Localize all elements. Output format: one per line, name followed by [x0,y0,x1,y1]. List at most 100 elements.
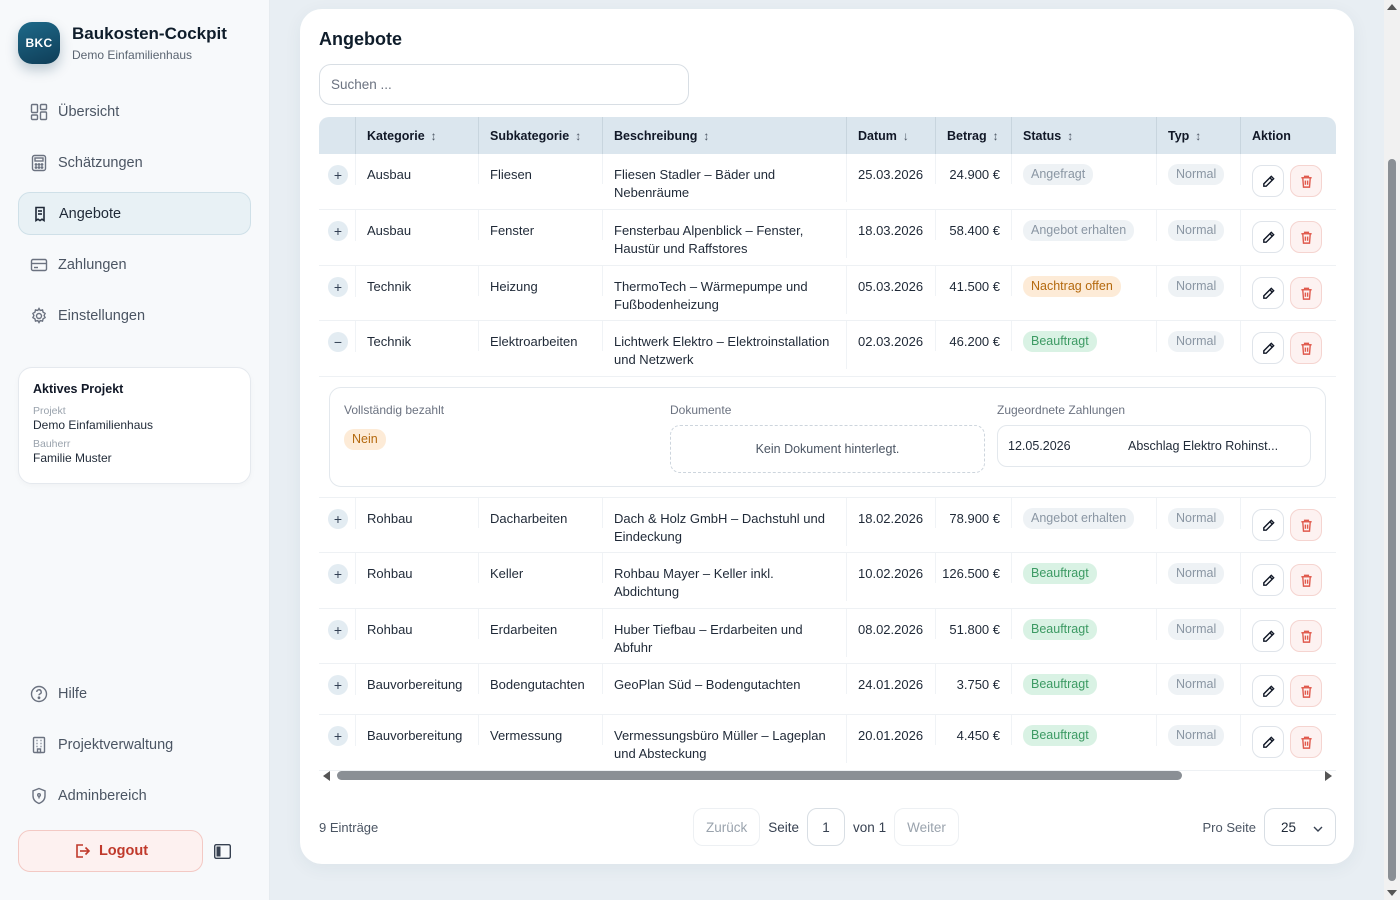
expand-toggle-icon[interactable]: + [328,620,348,640]
type-badge: Normal [1168,725,1225,746]
sidebar-item-angebote[interactable]: Angebote [18,192,251,235]
edit-button[interactable] [1252,509,1284,541]
edit-button[interactable] [1252,277,1284,309]
cell-beschreibung: Lichtwerk Elektro – Elektroinstallation u… [603,321,847,369]
header-label: Beschreibung [614,128,698,143]
sidebar-item-einstellungen[interactable]: Einstellungen [18,294,251,337]
description-line: Haustür und Raffstores [614,241,748,256]
trash-icon [1299,286,1314,301]
type-badge: Normal [1168,276,1225,297]
next-page-button[interactable]: Weiter [894,808,959,846]
delete-button[interactable] [1290,675,1322,707]
expand-toggle-icon[interactable]: + [328,564,348,584]
sidebar-toggle-icon[interactable] [213,842,231,860]
description-line: Rohbau Mayer – Keller inkl. [614,566,774,581]
delete-button[interactable] [1290,509,1322,541]
vertical-scrollbar[interactable] [1384,0,1400,900]
delete-button[interactable] [1290,726,1322,758]
header-datum[interactable]: Datum ↓ [847,117,936,154]
horizontal-scrollbar[interactable] [319,768,1336,784]
cell-status: Angebot erhalten [1012,498,1157,529]
delete-button[interactable] [1290,165,1322,197]
edit-button[interactable] [1252,165,1284,197]
cell-beschreibung: Vermessungsbüro Müller – Lageplan und Abs… [603,715,847,763]
expand-toggle-icon[interactable]: + [328,221,348,241]
delete-button[interactable] [1290,277,1322,309]
type-badge: Normal [1168,220,1225,241]
header-typ[interactable]: Typ ↕ [1157,117,1241,154]
sidebar-item-zahlungen[interactable]: Zahlungen [18,243,251,286]
expand-cell: + [319,715,356,746]
offers-table: Kategorie ↕ Subkategorie ↕ Beschreibung ↕ D… [319,117,1336,771]
expand-toggle-icon[interactable]: + [328,277,348,297]
payment-date: 12.05.2026 [1008,439,1071,453]
scrollbar-thumb[interactable] [1388,159,1396,881]
cell-subkategorie: Heizung [479,266,603,296]
sidebar-item-projektverwaltung[interactable]: Projektverwaltung [18,723,251,766]
header-status[interactable]: Status ↕ [1012,117,1157,154]
status-badge: Angebot erhalten [1023,220,1135,241]
edit-button[interactable] [1252,564,1284,596]
header-expand [319,117,356,154]
entry-count: 9 Einträge [319,820,379,835]
sort-icon: ↕ [703,128,710,143]
cell-beschreibung: Fliesen Stadler – Bäder und Nebenräume [603,154,847,202]
trash-icon [1299,174,1314,189]
sidebar-item-uebersicht[interactable]: Übersicht [18,90,251,133]
delete-button[interactable] [1290,221,1322,253]
card-icon [30,256,48,274]
page-number-input[interactable] [807,808,846,846]
header-label: Betrag [947,128,987,143]
header-beschreibung[interactable]: Beschreibung ↕ [603,117,847,154]
scroll-down-icon[interactable] [1387,890,1397,896]
scroll-right-icon[interactable] [1325,771,1332,781]
header-label: Subkategorie [490,128,570,143]
edit-button[interactable] [1252,332,1284,364]
header-betrag[interactable]: Betrag ↕ [936,117,1012,154]
scrollbar-thumb[interactable] [337,771,1182,780]
edit-button[interactable] [1252,221,1284,253]
per-page-select[interactable]: 25 [1264,808,1336,846]
sidebar-item-schaetzungen[interactable]: Schätzungen [18,141,251,184]
delete-button[interactable] [1290,620,1322,652]
cell-beschreibung: ThermoTech – Wärmepumpe und Fußbodenheizu… [603,266,847,314]
sidebar-item-adminbereich[interactable]: Adminbereich [18,774,251,817]
header-subkategorie[interactable]: Subkategorie ↕ [479,117,603,154]
sort-icon: ↕ [430,128,437,143]
edit-button[interactable] [1252,620,1284,652]
logout-button[interactable]: Logout [18,830,203,872]
expand-toggle-icon[interactable]: + [328,726,348,746]
cell-typ: Normal [1157,498,1241,529]
sidebar-item-label: Angebote [59,205,122,222]
edit-button[interactable] [1252,726,1284,758]
scroll-up-icon[interactable] [1387,4,1397,10]
edit-button[interactable] [1252,675,1284,707]
expand-toggle-icon[interactable]: + [328,165,348,185]
delete-button[interactable] [1290,332,1322,364]
cell-kategorie: Rohbau [356,553,479,583]
payments-label: Zugeordnete Zahlungen [997,403,1126,417]
sidebar-item-hilfe[interactable]: Hilfe [18,672,251,715]
prev-page-button[interactable]: Zurück [693,808,761,846]
payment-item[interactable]: 12.05.2026 Abschlag Elektro Rohinst... [997,425,1311,467]
scroll-left-icon[interactable] [323,771,330,781]
cell-aktion [1241,266,1336,309]
payment-description: Abschlag Elektro Rohinst... [1128,439,1279,453]
cell-datum: 18.02.2026 [847,498,936,528]
delete-button[interactable] [1290,564,1322,596]
document-dropzone[interactable]: Kein Dokument hinterlegt. [670,425,985,473]
cell-beschreibung: GeoPlan Süd – Bodengutachten [603,664,847,694]
expand-toggle-icon[interactable]: + [328,675,348,695]
expand-cell: + [319,210,356,241]
search-input[interactable] [319,64,689,105]
cell-status: Angebot erhalten [1012,210,1157,241]
cell-datum: 18.03.2026 [847,210,936,240]
expand-cell: + [319,664,356,695]
trash-icon [1299,629,1314,644]
cell-status: Angefragt [1012,154,1157,185]
expand-toggle-icon[interactable]: − [328,332,348,352]
sidebar-item-label: Einstellungen [58,307,146,324]
header-kategorie[interactable]: Kategorie ↕ [356,117,479,154]
expand-toggle-icon[interactable]: + [328,509,348,529]
paid-label: Vollständig bezahlt [344,403,445,417]
